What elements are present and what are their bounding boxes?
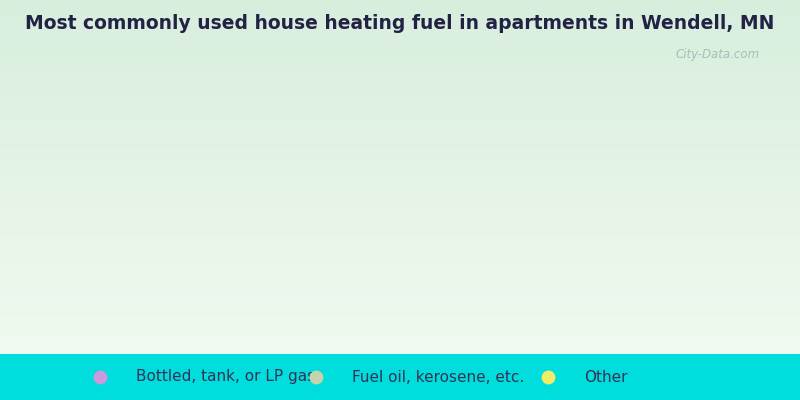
- Text: Fuel oil, kerosene, etc.: Fuel oil, kerosene, etc.: [352, 370, 524, 384]
- Polygon shape: [233, 80, 484, 247]
- Text: Bottled, tank, or LP gas: Bottled, tank, or LP gas: [136, 370, 315, 384]
- Polygon shape: [447, 102, 565, 231]
- Text: Other: Other: [584, 370, 627, 384]
- Text: City-Data.com: City-Data.com: [676, 48, 760, 61]
- Text: Most commonly used house heating fuel in apartments in Wendell, MN: Most commonly used house heating fuel in…: [26, 14, 774, 33]
- Polygon shape: [493, 218, 567, 247]
